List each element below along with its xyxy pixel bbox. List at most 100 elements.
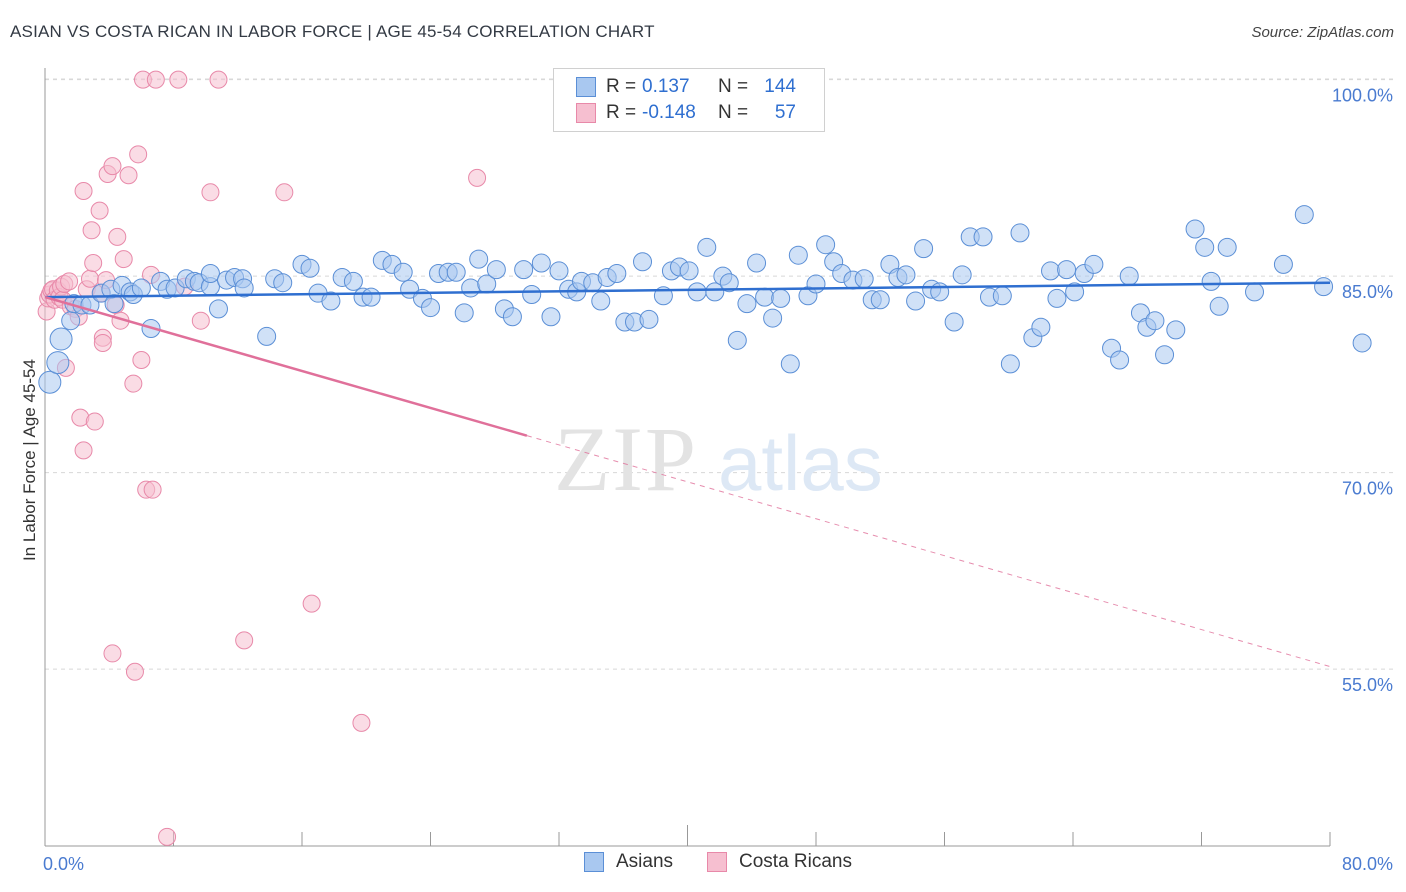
asian-point: [1352, 333, 1372, 353]
asian-point: [639, 309, 659, 329]
asian-point: [1041, 261, 1061, 281]
legend-row-costa-ricans: R = -0.148 N = 57: [576, 100, 796, 126]
asian-point: [1195, 237, 1215, 257]
trendlines: [44, 281, 1331, 668]
asian-point: [421, 298, 440, 318]
asian-point: [973, 227, 993, 247]
legend-row-asians: R = 0.137 N = 144: [576, 74, 796, 100]
costa-rican-point: [468, 168, 487, 187]
asian-point: [257, 326, 277, 346]
costa-rican-point: [93, 333, 112, 352]
costa-rican-point: [209, 70, 228, 89]
watermark-zip: ZIP: [554, 408, 698, 510]
asian-point: [38, 370, 62, 394]
asian-swatch: [584, 852, 604, 872]
costa-swatch: [576, 103, 596, 123]
costa-rican-point: [129, 145, 148, 164]
costa-rican-point: [90, 201, 109, 220]
costa-rican-point: [235, 631, 254, 650]
asian-point: [697, 237, 717, 257]
asian-point: [992, 286, 1012, 306]
costa-swatch: [707, 852, 727, 872]
asian-point: [514, 260, 534, 280]
asian-point: [46, 351, 70, 375]
asian-point: [1047, 288, 1067, 308]
asian-point: [549, 261, 569, 281]
x-tick-label: 0.0%: [43, 854, 84, 874]
legend-r-value: 0.137: [642, 76, 690, 97]
costa-rican-point: [201, 183, 220, 202]
costa-rican-point: [169, 70, 188, 89]
asian-point: [49, 327, 73, 351]
y-axis-title: In Labor Force | Age 45-54: [20, 359, 39, 561]
asian-point: [393, 262, 413, 282]
asian-point: [208, 299, 228, 319]
stats-legend: R = 0.137 N = 144 R = -0.148 N = 57: [553, 68, 825, 132]
asian-point: [361, 287, 381, 307]
asian-point: [104, 294, 124, 314]
asian-point: [755, 287, 775, 307]
costa-rican-trendline: [44, 295, 528, 437]
bottom-legend-label: Asians: [616, 851, 674, 872]
asian-point: [1119, 266, 1139, 286]
asian-point: [1185, 219, 1205, 239]
costa-rican-point: [114, 250, 133, 269]
asian-point: [1273, 254, 1293, 274]
costa-rican-point: [84, 254, 103, 273]
asian-point: [486, 260, 506, 280]
costa-rican-points: [37, 70, 487, 846]
asian-point: [1010, 223, 1030, 243]
asian-point: [446, 262, 466, 282]
y-tick-label: 85.0%: [1342, 282, 1393, 302]
asian-point: [816, 235, 836, 255]
asian-point: [727, 330, 747, 350]
asian-point: [806, 274, 826, 294]
asian-point: [952, 265, 972, 285]
watermark-atlas: atlas: [718, 419, 883, 507]
asian-point: [747, 253, 767, 273]
asian-point: [1314, 277, 1334, 297]
asian-point: [469, 249, 489, 269]
costa-rican-point: [191, 311, 210, 330]
costa-rican-point: [302, 594, 321, 613]
legend-n-label: N =: [718, 76, 749, 97]
asian-point: [522, 284, 542, 304]
y-tick-label: 55.0%: [1342, 675, 1393, 695]
costa-rican-point: [103, 644, 122, 663]
costa-rican-point: [275, 183, 294, 202]
costa-rican-point: [146, 70, 165, 89]
asian-point: [870, 290, 890, 310]
costa-rican-point: [143, 480, 162, 499]
legend-n-value: 57: [774, 102, 796, 123]
watermark: ZIP atlas: [554, 408, 883, 510]
asian-point: [906, 291, 926, 311]
bottom-legend-asians: Asians: [584, 851, 673, 873]
legend-n-label: N =: [718, 102, 749, 123]
asian-point: [1201, 271, 1221, 291]
costa-rican-point: [352, 713, 371, 732]
costa-rican-point: [119, 166, 138, 185]
asian-point: [1065, 282, 1085, 302]
asian-points: [38, 205, 1372, 394]
asian-point: [541, 307, 561, 327]
asian-point: [607, 264, 627, 284]
asian-point: [1031, 317, 1051, 337]
asian-point: [502, 307, 522, 327]
legend-r-value: -0.148: [642, 102, 696, 123]
asian-point: [788, 245, 808, 265]
asian-point: [1110, 350, 1130, 370]
legend-r-label: R =: [606, 102, 637, 123]
legend-n-value: 144: [764, 76, 796, 97]
asian-point: [1084, 254, 1104, 274]
asian-point: [343, 271, 363, 291]
x-tick-label: 80.0%: [1342, 854, 1393, 874]
legend-r-label: R =: [606, 76, 637, 97]
costa-rican-point: [125, 662, 144, 681]
asian-point: [679, 261, 699, 281]
asian-point: [131, 278, 151, 298]
asian-point: [1245, 282, 1265, 302]
costa-rican-point: [74, 182, 93, 200]
asian-point: [1217, 237, 1237, 257]
chart-title: ASIAN VS COSTA RICAN IN LABOR FORCE | AG…: [10, 22, 655, 41]
